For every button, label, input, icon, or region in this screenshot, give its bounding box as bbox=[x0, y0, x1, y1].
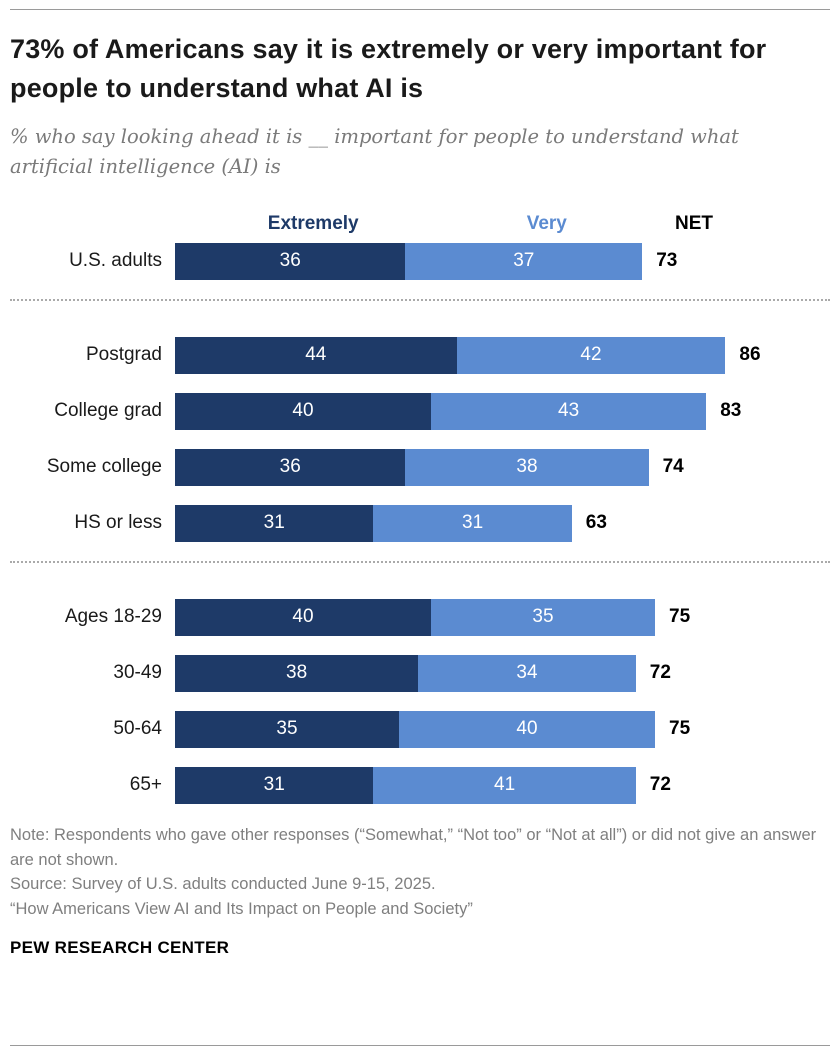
net-value: 75 bbox=[669, 606, 691, 628]
source-text: Source: Survey of U.S. adults conducted … bbox=[10, 875, 436, 894]
row-label: 50-64 bbox=[113, 718, 162, 740]
chart-rows: U.S. adults 36 37 73 Postgrad 44 42 86 College g… bbox=[10, 242, 830, 804]
top-rule bbox=[10, 9, 830, 10]
bar-segment-extremely: 36 bbox=[175, 242, 406, 280]
bar-segment-very: 35 bbox=[431, 598, 655, 636]
note-text: Note: Respondents who gave other respons… bbox=[10, 825, 817, 869]
report-text: “How Americans View AI and Its Impact on… bbox=[10, 900, 473, 919]
row-label: 65+ bbox=[129, 774, 162, 796]
bar-segment-very: 40 bbox=[399, 710, 655, 748]
row-label: HS or less bbox=[74, 512, 162, 534]
chart-legend: Extremely Very NET bbox=[198, 213, 838, 239]
net-value: 72 bbox=[649, 662, 671, 684]
bar: 40 35 75 bbox=[175, 598, 815, 636]
bar-segment-extremely: 38 bbox=[175, 654, 419, 692]
bar: 40 43 83 bbox=[175, 392, 815, 430]
row-label: Some college bbox=[46, 456, 162, 478]
bar-segment-very: 43 bbox=[431, 392, 707, 430]
bar-segment-very: 37 bbox=[405, 242, 643, 280]
chart-row: Some college 36 38 74 bbox=[10, 448, 830, 486]
legend-extremely: Extremely bbox=[267, 212, 359, 234]
legend-very: Very bbox=[526, 212, 567, 234]
chart-subtitle: % who say looking ahead it is __ importa… bbox=[10, 125, 739, 178]
row-label: U.S. adults bbox=[69, 250, 162, 272]
group-divider bbox=[10, 560, 830, 563]
row-label: Postgrad bbox=[85, 344, 162, 366]
bar-segment-very: 38 bbox=[405, 448, 649, 486]
bar-segment-extremely: 40 bbox=[175, 392, 431, 430]
bar-segment-very: 31 bbox=[373, 504, 572, 542]
net-value: 73 bbox=[656, 250, 678, 272]
chart-row: HS or less 31 31 63 bbox=[10, 504, 830, 542]
net-value: 86 bbox=[739, 344, 761, 366]
bar: 36 38 74 bbox=[175, 448, 815, 486]
chart-row: 50-64 35 40 75 bbox=[10, 710, 830, 748]
net-value: 72 bbox=[649, 774, 671, 796]
legend-net: NET bbox=[675, 212, 713, 234]
row-label: 30-49 bbox=[113, 662, 162, 684]
chart-row: 30-49 38 34 72 bbox=[10, 654, 830, 692]
bar-segment-very: 34 bbox=[418, 654, 636, 692]
row-label: College grad bbox=[54, 400, 162, 422]
group-divider bbox=[10, 298, 830, 301]
chart-row: Ages 18-29 40 35 75 bbox=[10, 598, 830, 636]
bar: 31 31 63 bbox=[175, 504, 815, 542]
bar-segment-extremely: 44 bbox=[175, 336, 457, 374]
chart-row: Postgrad 44 42 86 bbox=[10, 336, 830, 374]
bar: 44 42 86 bbox=[175, 336, 815, 374]
chart: Extremely Very NET U.S. adults 36 37 73 Post… bbox=[10, 213, 830, 804]
bar-segment-extremely: 36 bbox=[175, 448, 406, 486]
bar-segment-extremely: 40 bbox=[175, 598, 431, 636]
bar-segment-very: 41 bbox=[373, 766, 636, 804]
net-value: 63 bbox=[585, 512, 607, 534]
net-value: 74 bbox=[662, 456, 684, 478]
chart-title: 73% of Americans say it is extremely or … bbox=[10, 34, 767, 104]
bar-segment-extremely: 31 bbox=[175, 766, 374, 804]
bar-segment-extremely: 31 bbox=[175, 504, 374, 542]
chart-row: U.S. adults 36 37 73 bbox=[10, 242, 830, 280]
net-value: 83 bbox=[720, 400, 742, 422]
net-value: 75 bbox=[669, 718, 691, 740]
chart-row: 65+ 31 41 72 bbox=[10, 766, 830, 804]
footer-brand: PEW RESEARCH CENTER bbox=[10, 937, 230, 957]
bar-segment-extremely: 35 bbox=[175, 710, 399, 748]
bar-segment-very: 42 bbox=[456, 336, 726, 374]
bottom-rule bbox=[10, 1045, 830, 1046]
chart-row: College grad 40 43 83 bbox=[10, 392, 830, 430]
row-label: Ages 18-29 bbox=[64, 606, 162, 628]
bar: 35 40 75 bbox=[175, 710, 815, 748]
bar: 31 41 72 bbox=[175, 766, 815, 804]
bar: 38 34 72 bbox=[175, 654, 815, 692]
bar: 36 37 73 bbox=[175, 242, 815, 280]
notes: Note: Respondents who gave other respons… bbox=[10, 823, 830, 922]
